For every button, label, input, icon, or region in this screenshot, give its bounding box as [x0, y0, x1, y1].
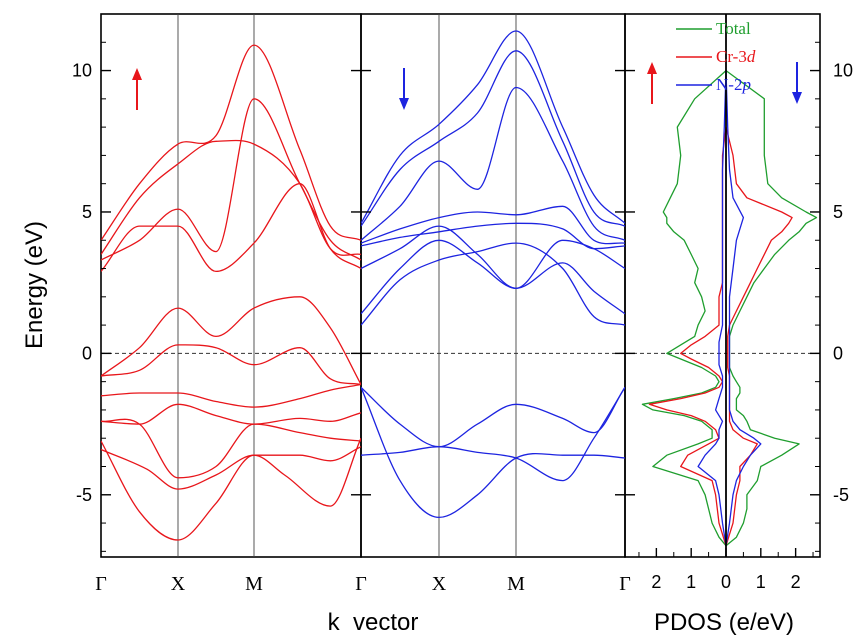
y-tick-label-right: 5	[833, 202, 843, 222]
band-up-3	[101, 403, 361, 425]
band-down-3	[361, 242, 625, 326]
band-up-9	[101, 139, 361, 256]
y-tick-label-left: 5	[82, 202, 92, 222]
legend-label: Total	[716, 19, 751, 38]
band-down-6	[361, 222, 625, 250]
pdos-x-tick-label: 2	[651, 572, 661, 592]
y-tick-label-left: 0	[82, 343, 92, 363]
spin-down-panel	[360, 13, 626, 558]
spin-up-arrow-pdos	[647, 62, 657, 104]
band-up-5	[101, 344, 361, 386]
pdos-x-tick-label: 2	[791, 572, 801, 592]
pdos-x-tick-label: 0	[721, 572, 731, 592]
band-up-10	[101, 44, 361, 241]
band-up-1	[101, 440, 361, 541]
band-down-9	[361, 50, 625, 227]
spin-up-arrow-bands	[132, 68, 142, 110]
pdos-x-axis-title: PDOS (e/eV)	[654, 609, 794, 636]
spin-down-arrow-bands	[399, 68, 409, 110]
legend-label: N-2p	[716, 75, 751, 94]
band-down-1	[361, 387, 625, 519]
y-axis-title: Energy (eV)	[21, 221, 48, 349]
k-point-label: M	[507, 573, 525, 595]
band-up-7	[101, 183, 361, 273]
band-up-6	[101, 296, 361, 385]
band-down-5	[361, 225, 625, 289]
band-down-8	[361, 86, 625, 241]
k-point-label: Γ	[619, 573, 631, 595]
pdos-n-2p-up	[697, 70, 727, 546]
spin-down-bands	[361, 30, 625, 519]
band-down-0	[361, 386, 625, 482]
band-up-8	[101, 98, 361, 261]
spin-down-arrow-pdos	[792, 62, 802, 104]
k-point-label: M	[245, 573, 263, 595]
band-down-4	[361, 239, 625, 315]
band-up-2	[101, 418, 361, 479]
pdos-panel	[624, 13, 821, 558]
pdos-x-tick-label: 1	[686, 572, 696, 592]
y-tick-label-right: 10	[833, 61, 853, 81]
pdos-n-2p-down	[725, 70, 762, 546]
y-tick-label-right: -5	[833, 485, 849, 505]
pdos-cr-3d-down	[725, 126, 793, 546]
k-point-label: X	[432, 573, 447, 595]
k-point-label: Γ	[95, 573, 107, 595]
pdos-curves	[641, 70, 818, 547]
pdos-cr-3d-up	[648, 127, 727, 546]
band-down-7	[361, 205, 625, 245]
band-x-axis-title: k vector	[328, 609, 419, 636]
band-down-2	[361, 386, 625, 448]
pdos-legend: Total Cr-3d N-2p	[676, 19, 756, 94]
pdos-total-up	[641, 70, 727, 547]
band-down-10	[361, 30, 625, 224]
band-up-0	[101, 437, 361, 507]
legend-label: Cr-3d	[716, 47, 756, 66]
y-tick-label-left: -5	[76, 485, 92, 505]
y-tick-label-right: 0	[833, 343, 843, 363]
band-up-4	[101, 383, 361, 408]
spin-up-bands	[101, 44, 361, 541]
k-point-label: Γ	[355, 573, 367, 595]
pdos-x-tick-label: 1	[756, 572, 766, 592]
k-point-label: X	[171, 573, 186, 595]
y-axis-ticks: -5 -5 0 0 5 5 10 10	[72, 13, 853, 552]
pdos-x-ticks: 2 1 0 1 2	[638, 548, 814, 592]
y-tick-label-left: 10	[72, 61, 92, 81]
